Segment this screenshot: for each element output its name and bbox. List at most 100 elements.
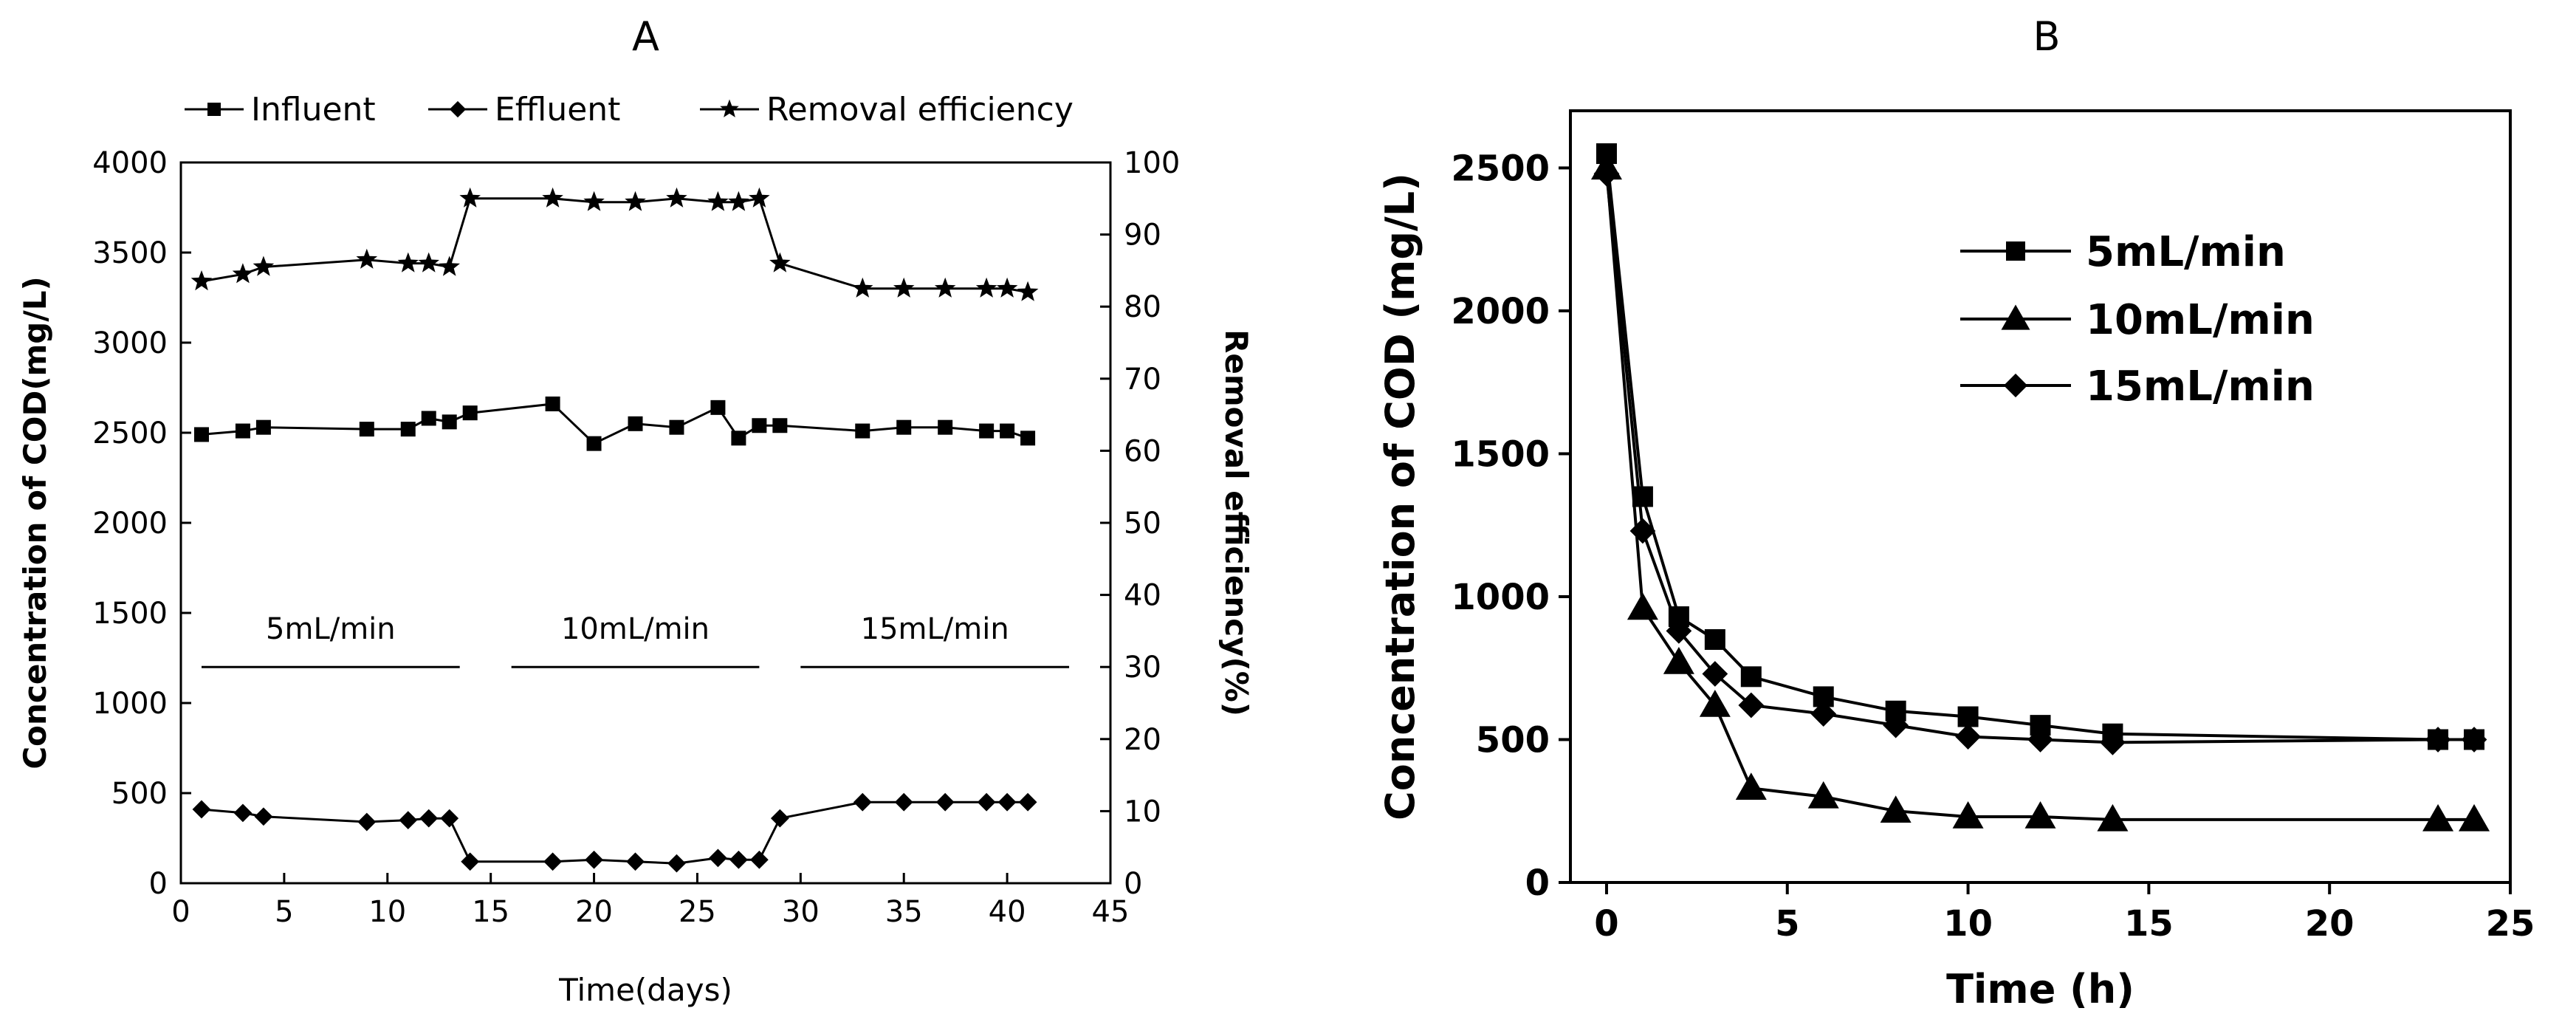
y2-tick-label: 10	[1124, 795, 1161, 829]
data-point	[772, 418, 788, 433]
y2-axis-label: Removal efficiency(%)	[1218, 329, 1254, 716]
x-tick-label: 0	[171, 895, 190, 929]
data-point	[356, 248, 378, 269]
data-point	[1018, 792, 1037, 812]
data-point	[1699, 690, 1731, 717]
data-point	[418, 252, 439, 272]
data-point	[442, 414, 457, 430]
x-tick-label: 0	[1594, 903, 1618, 945]
x-tick-label: 5	[1775, 903, 1799, 945]
data-point	[1704, 629, 1725, 651]
legend-label: 5mL/min	[2086, 228, 2286, 276]
data-point	[894, 792, 913, 812]
data-point	[749, 187, 770, 208]
data-point	[935, 792, 955, 812]
legend-label: 15mL/min	[2086, 363, 2315, 411]
data-point	[731, 431, 746, 446]
data-point	[1000, 423, 1015, 439]
data-point	[419, 809, 439, 828]
y2-tick-label: 90	[1124, 219, 1161, 253]
data-point	[1738, 692, 1765, 719]
panel-a: A0 5 10 15 20 25 30 35 40 45050010001500200025003…	[17, 13, 1254, 1008]
data-point	[440, 809, 459, 828]
x-tick-label: 35	[885, 895, 923, 929]
data-point	[710, 400, 726, 415]
data-point	[190, 270, 213, 291]
y2-tick-label: 20	[1124, 723, 1161, 757]
data-point	[669, 419, 684, 435]
data-point	[1955, 724, 1981, 750]
data-point	[1735, 772, 1767, 801]
data-point	[975, 277, 997, 298]
data-point	[729, 850, 748, 869]
data-point	[399, 811, 418, 829]
data-point	[2097, 803, 2129, 832]
data-point	[357, 812, 377, 832]
y2-tick-label: 0	[1124, 867, 1142, 901]
data-point	[253, 256, 275, 276]
panel-a-title: A	[632, 13, 659, 60]
data-point	[979, 423, 995, 439]
legend-label: Removal efficiency	[766, 91, 1074, 128]
data-point	[853, 792, 872, 812]
data-point	[728, 191, 749, 211]
data-point	[2100, 729, 2126, 755]
data-point	[1957, 706, 1979, 727]
data-point	[400, 422, 416, 437]
legend-label: Influent	[251, 91, 376, 128]
data-point	[459, 187, 481, 208]
data-point	[628, 416, 643, 431]
data-point	[542, 187, 563, 208]
legend-marker-triangle	[2001, 304, 2030, 330]
data-point	[1593, 160, 1620, 187]
rate-period-label: 15mL/min	[861, 612, 1009, 646]
y2-tick-label: 50	[1124, 507, 1161, 541]
data-point	[359, 422, 374, 437]
data-point	[1666, 618, 1692, 644]
y-tick-label: 2000	[1451, 291, 1550, 332]
data-point	[977, 792, 996, 812]
data-point	[1632, 486, 1653, 507]
rate-period-label: 5mL/min	[266, 612, 396, 646]
data-point	[666, 187, 687, 208]
data-point	[2461, 727, 2487, 753]
legend-marker-square	[2006, 241, 2025, 261]
data-point	[2422, 803, 2454, 832]
data-point	[235, 423, 250, 439]
data-point	[1020, 431, 1036, 446]
data-point	[752, 418, 767, 433]
panel-b-plot-frame	[1569, 109, 2512, 884]
series-line-square	[1605, 153, 2474, 741]
y-tick-label: 1000	[92, 687, 168, 721]
legend-marker-diamond	[2003, 373, 2028, 398]
y-tick-label: 500	[111, 777, 168, 811]
y2-tick-label: 70	[1124, 363, 1161, 397]
data-point	[709, 849, 727, 868]
data-point	[749, 850, 769, 869]
data-point	[997, 792, 1017, 812]
panel-a-plot-frame	[179, 161, 1112, 885]
legend-marker-star	[720, 99, 739, 117]
legend-marker-square	[207, 103, 221, 116]
data-point	[852, 277, 873, 298]
y-tick-label: 1500	[92, 597, 168, 631]
data-point	[545, 396, 560, 411]
panel-b: B 0 5 10 15 20 25 0 500 1000 1500 2000 2500 Time (h) C…	[1377, 13, 2535, 1012]
data-point	[397, 252, 419, 272]
y-tick-label: 4000	[92, 146, 168, 180]
y-tick-label: 3500	[92, 236, 168, 270]
series-line-diamond	[201, 801, 1028, 865]
data-point	[996, 277, 1018, 298]
legend-marker-diamond	[449, 100, 467, 118]
data-point	[1740, 666, 1762, 688]
data-point	[769, 252, 791, 272]
y-axis-label: Concentration of COD (mg/L)	[1377, 173, 1423, 820]
x-tick-label: 5	[275, 895, 293, 929]
series-line-triangle	[1605, 168, 2474, 821]
y-axis-label: Concentration of COD(mg/L)	[17, 276, 53, 769]
data-point	[193, 427, 209, 442]
data-point	[233, 803, 253, 823]
legend-label: Effluent	[495, 91, 620, 128]
data-point	[1629, 518, 1656, 544]
